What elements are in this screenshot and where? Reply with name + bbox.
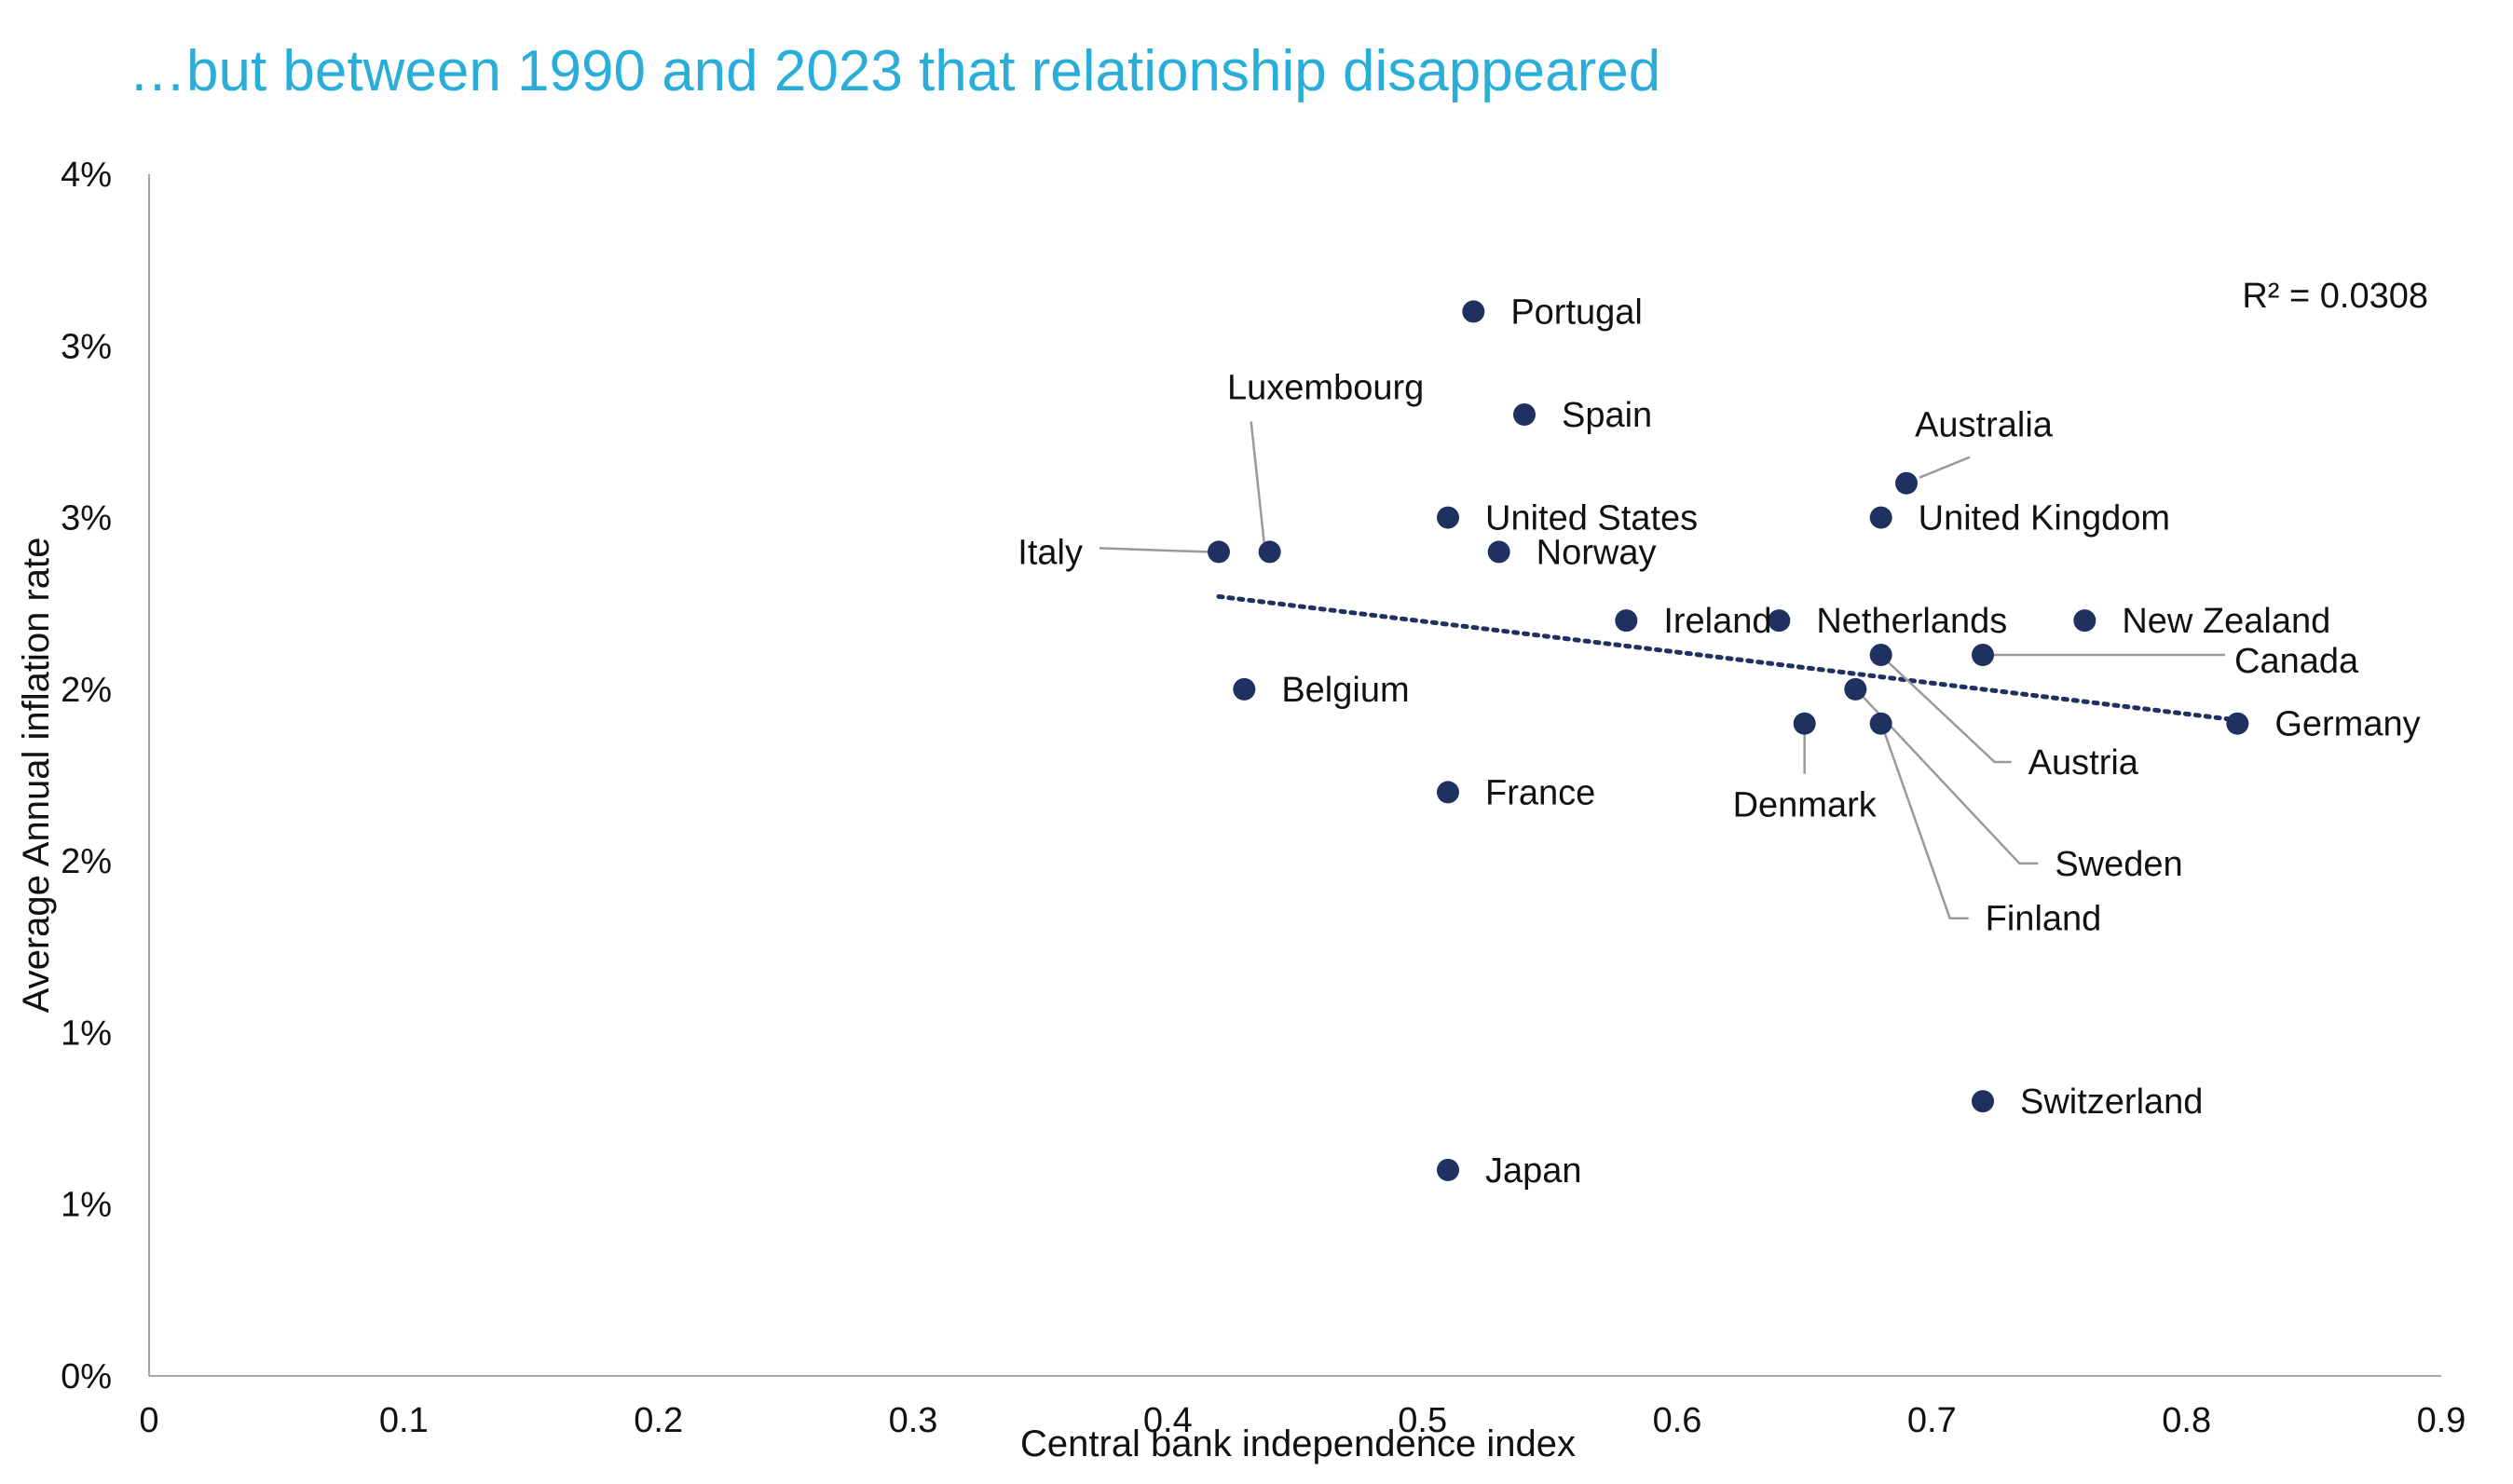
x-tick-label: 0.3 — [889, 1401, 938, 1440]
point-spain[interactable] — [1513, 403, 1536, 426]
point-germany[interactable] — [2226, 712, 2249, 735]
point-label-norway: Norway — [1536, 533, 1657, 572]
chart-title: …but between 1990 and 2023 that relation… — [129, 39, 1660, 103]
point-belgium[interactable] — [1233, 677, 1256, 701]
y-axis-label: Average Annual inflation rate — [16, 538, 57, 1014]
x-tick-label: 0.2 — [634, 1401, 683, 1440]
point-label-austria: Austria — [2028, 743, 2139, 783]
point-label-ireland: Ireland — [1663, 602, 1771, 641]
point-luxembourg[interactable] — [1258, 540, 1281, 564]
x-tick-label: 0.4 — [1143, 1401, 1193, 1440]
leader-line-sweden — [1862, 696, 2039, 865]
point-austria[interactable] — [1869, 644, 1892, 666]
point-label-germany: Germany — [2274, 705, 2420, 744]
point-label-belgium: Belgium — [1281, 671, 1409, 710]
point-portugal[interactable] — [1462, 300, 1485, 323]
point-switzerland[interactable] — [1972, 1090, 1994, 1113]
point-australia[interactable] — [1895, 471, 1918, 495]
leader-line-australia — [1919, 456, 1971, 479]
point-label-canada: Canada — [2234, 642, 2359, 681]
point-united-kingdom[interactable] — [1869, 506, 1892, 529]
point-label-denmark: Denmark — [1733, 786, 1878, 825]
y-tick-label: 2% — [61, 671, 112, 710]
point-label-australia: Australia — [1915, 406, 2054, 445]
x-tick-label: 0.8 — [2162, 1401, 2211, 1440]
y-tick-label: 3% — [61, 327, 112, 366]
point-denmark[interactable] — [1793, 712, 1816, 735]
point-label-new-zealand: New Zealand — [2122, 602, 2330, 641]
x-axis-label: Central bank independence index — [1020, 1423, 1576, 1464]
point-label-portugal: Portugal — [1510, 293, 1643, 332]
point-label-france: France — [1485, 773, 1595, 812]
point-sweden[interactable] — [1844, 677, 1867, 701]
point-label-japan: Japan — [1485, 1151, 1582, 1191]
point-netherlands[interactable] — [1768, 609, 1791, 633]
leader-line-luxembourg — [1250, 421, 1265, 543]
y-tick-label: 1% — [61, 1186, 112, 1225]
x-tick-label: 0 — [139, 1401, 158, 1440]
trendline — [1216, 593, 2240, 723]
leader-lines — [1099, 421, 2225, 919]
point-label-spain: Spain — [1562, 396, 1652, 435]
y-tick-label: 2% — [61, 842, 112, 881]
point-label-united-states: United States — [1485, 499, 1698, 538]
x-tick-label: 0.1 — [379, 1401, 429, 1440]
x-tick-label: 0.9 — [2417, 1401, 2466, 1440]
leader-line-finland — [1883, 732, 1969, 919]
data-points — [1208, 300, 2249, 1181]
point-italy[interactable] — [1208, 540, 1230, 564]
point-label-united-kingdom: United Kingdom — [1919, 499, 2170, 538]
point-label-switzerland: Switzerland — [2020, 1082, 2203, 1122]
x-tick-labels: 0 0.1 0.2 0.3 0.4 0.5 0.6 0.7 0.8 0.9 — [139, 1401, 2465, 1440]
point-france[interactable] — [1437, 781, 1459, 804]
leader-line-austria — [1887, 661, 2012, 764]
point-label-sweden: Sweden — [2055, 845, 2182, 884]
y-tick-label: 1% — [61, 1014, 112, 1053]
point-labels: Portugal Spain Luxembourg Italy United State… — [1017, 293, 2420, 1190]
x-tick-label: 0.7 — [1907, 1401, 1957, 1440]
point-label-italy: Italy — [1017, 533, 1083, 572]
point-label-netherlands: Netherlands — [1816, 602, 2007, 641]
point-label-finland: Finland — [1986, 900, 2102, 939]
point-ireland[interactable] — [1615, 609, 1638, 633]
point-label-luxembourg: Luxembourg — [1227, 368, 1424, 407]
r-squared-label: R² = 0.0308 — [2242, 277, 2428, 316]
point-united-states[interactable] — [1437, 506, 1459, 529]
leader-line-italy — [1099, 547, 1209, 553]
point-japan[interactable] — [1437, 1158, 1459, 1181]
point-canada[interactable] — [1972, 644, 1994, 666]
x-tick-label: 0.6 — [1653, 1401, 1702, 1440]
y-tick-label: 4% — [61, 156, 112, 195]
point-new-zealand[interactable] — [2073, 609, 2096, 633]
y-tick-label: 3% — [61, 499, 112, 538]
point-finland[interactable] — [1869, 712, 1892, 735]
y-tick-labels: 0% 1% 1% 2% 2% 3% 3% 4% — [61, 156, 112, 1396]
point-norway[interactable] — [1487, 540, 1510, 564]
x-tick-label: 0.5 — [1398, 1401, 1447, 1440]
y-tick-label: 0% — [61, 1357, 112, 1396]
axes — [148, 174, 2441, 1377]
